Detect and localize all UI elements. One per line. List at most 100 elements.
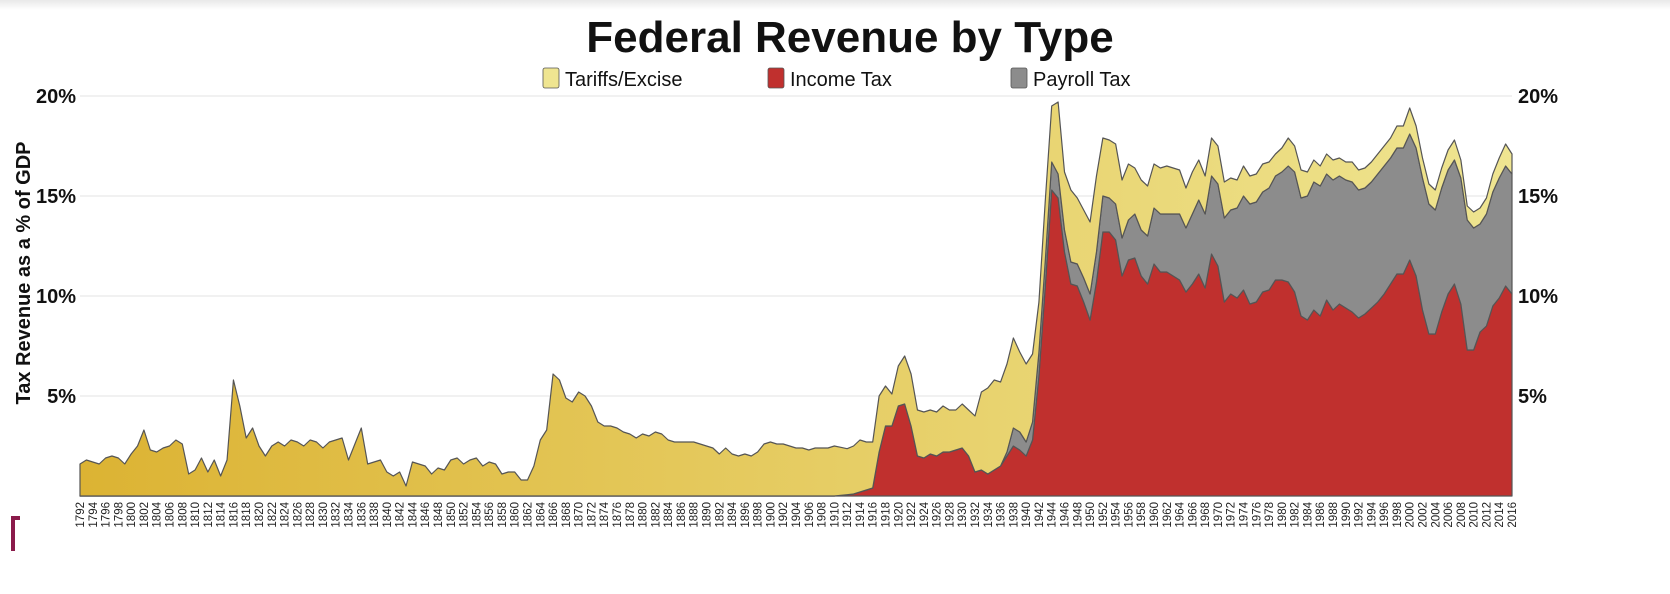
x-tick-1940: 1940 bbox=[1021, 502, 1033, 528]
x-tick-1998: 1998 bbox=[1392, 502, 1404, 528]
chart-title: Federal Revenue by Type bbox=[586, 13, 1113, 62]
x-tick-1922: 1922 bbox=[906, 502, 918, 528]
x-tick-1878: 1878 bbox=[625, 502, 637, 528]
x-tick-1942: 1942 bbox=[1034, 502, 1046, 528]
x-tick-1944: 1944 bbox=[1047, 501, 1059, 527]
x-tick-1810: 1810 bbox=[190, 502, 202, 528]
x-tick-1892: 1892 bbox=[714, 502, 726, 528]
x-tick-2002: 2002 bbox=[1418, 502, 1430, 528]
x-tick-2008: 2008 bbox=[1456, 502, 1468, 528]
y-axis-label: Tax Revenue as a % of GDP bbox=[13, 141, 35, 404]
x-tick-1932: 1932 bbox=[970, 502, 982, 528]
x-tick-2014: 2014 bbox=[1494, 501, 1506, 527]
x-tick-1850: 1850 bbox=[446, 502, 458, 528]
legend-label-payroll-tax: Payroll Tax bbox=[1033, 69, 1130, 91]
x-tick-1856: 1856 bbox=[484, 502, 496, 528]
x-tick-1846: 1846 bbox=[420, 502, 432, 528]
x-tick-1832: 1832 bbox=[331, 502, 343, 528]
x-tick-1840: 1840 bbox=[382, 502, 394, 528]
x-tick-1984: 1984 bbox=[1302, 501, 1314, 527]
x-tick-1902: 1902 bbox=[778, 502, 790, 528]
x-tick-1970: 1970 bbox=[1213, 502, 1225, 528]
x-tick-1994: 1994 bbox=[1366, 501, 1378, 527]
x-tick-1854: 1854 bbox=[471, 501, 483, 527]
x-tick-1826: 1826 bbox=[292, 502, 304, 528]
x-tick-1966: 1966 bbox=[1187, 502, 1199, 528]
x-tick-1834: 1834 bbox=[344, 501, 356, 527]
x-tick-1972: 1972 bbox=[1226, 502, 1238, 528]
x-tick-1880: 1880 bbox=[638, 502, 650, 528]
legend-label-income-tax: Income Tax bbox=[790, 69, 892, 91]
x-tick-1872: 1872 bbox=[586, 502, 598, 528]
x-tick-1906: 1906 bbox=[804, 502, 816, 528]
x-tick-1816: 1816 bbox=[228, 502, 240, 528]
x-tick-1976: 1976 bbox=[1251, 502, 1263, 528]
x-tick-1958: 1958 bbox=[1136, 502, 1148, 528]
x-tick-1914: 1914 bbox=[855, 501, 867, 527]
y-tick-right-15: 15% bbox=[1518, 186, 1558, 208]
x-tick-1968: 1968 bbox=[1200, 502, 1212, 528]
x-tick-1950: 1950 bbox=[1085, 502, 1097, 528]
y-tick-right-20: 20% bbox=[1518, 86, 1558, 108]
x-tick-1952: 1952 bbox=[1098, 502, 1110, 528]
chart-legend: Tariffs/Excise Income Tax Payroll Tax bbox=[542, 67, 1130, 91]
x-tick-1962: 1962 bbox=[1162, 502, 1174, 528]
top-shadow-strip bbox=[0, 0, 1670, 10]
x-tick-1934: 1934 bbox=[983, 501, 995, 527]
x-tick-1990: 1990 bbox=[1341, 502, 1353, 528]
x-tick-1858: 1858 bbox=[497, 502, 509, 528]
x-tick-1928: 1928 bbox=[944, 502, 956, 528]
y-tick-left-5: 5% bbox=[47, 386, 76, 408]
x-tick-1948: 1948 bbox=[1072, 502, 1084, 528]
y-tick-left-15: 15% bbox=[36, 186, 76, 208]
x-tick-1882: 1882 bbox=[650, 502, 662, 528]
x-tick-1814: 1814 bbox=[216, 501, 228, 527]
y-axis-right-ticks: 5% 10% 15% 20% bbox=[1518, 86, 1558, 408]
x-tick-1930: 1930 bbox=[957, 502, 969, 528]
x-tick-1954: 1954 bbox=[1111, 501, 1123, 527]
x-tick-1992: 1992 bbox=[1354, 502, 1366, 528]
y-tick-right-5: 5% bbox=[1518, 386, 1547, 408]
x-tick-1908: 1908 bbox=[817, 502, 829, 528]
x-tick-1890: 1890 bbox=[702, 502, 714, 528]
x-tick-1798: 1798 bbox=[113, 502, 125, 528]
x-tick-1978: 1978 bbox=[1264, 502, 1276, 528]
x-tick-1884: 1884 bbox=[663, 501, 675, 527]
x-tick-1862: 1862 bbox=[523, 502, 535, 528]
x-tick-1960: 1960 bbox=[1149, 502, 1161, 528]
x-tick-1982: 1982 bbox=[1290, 502, 1302, 528]
y-axis-left-ticks: 5% 10% 15% 20% bbox=[36, 86, 76, 408]
x-tick-1926: 1926 bbox=[932, 502, 944, 528]
legend-swatch-tariffs-excise bbox=[542, 67, 560, 89]
x-tick-1868: 1868 bbox=[561, 502, 573, 528]
x-tick-1964: 1964 bbox=[1175, 501, 1187, 527]
x-tick-1818: 1818 bbox=[241, 502, 253, 528]
x-tick-1920: 1920 bbox=[893, 502, 905, 528]
x-tick-1898: 1898 bbox=[753, 502, 765, 528]
x-tick-1924: 1924 bbox=[919, 501, 931, 527]
x-tick-2004: 2004 bbox=[1430, 501, 1442, 527]
x-tick-2006: 2006 bbox=[1443, 502, 1455, 528]
x-tick-1956: 1956 bbox=[1123, 502, 1135, 528]
x-tick-1800: 1800 bbox=[126, 502, 138, 528]
x-tick-1870: 1870 bbox=[574, 502, 586, 528]
x-tick-1830: 1830 bbox=[318, 502, 330, 528]
y-tick-left-20: 20% bbox=[36, 86, 76, 108]
x-tick-1912: 1912 bbox=[842, 502, 854, 528]
x-tick-1986: 1986 bbox=[1315, 502, 1327, 528]
x-tick-1936: 1936 bbox=[996, 502, 1008, 528]
x-tick-1796: 1796 bbox=[101, 502, 113, 528]
legend-swatch-payroll-tax bbox=[1010, 67, 1028, 89]
x-tick-1804: 1804 bbox=[152, 501, 164, 527]
x-tick-1874: 1874 bbox=[599, 501, 611, 527]
x-tick-1808: 1808 bbox=[177, 502, 189, 528]
x-tick-1822: 1822 bbox=[267, 502, 279, 528]
x-tick-2016: 2016 bbox=[1507, 502, 1519, 528]
corner-bracket-mark bbox=[11, 515, 21, 551]
x-tick-1844: 1844 bbox=[407, 501, 419, 527]
x-tick-1876: 1876 bbox=[612, 502, 624, 528]
x-tick-1900: 1900 bbox=[765, 502, 777, 528]
y-tick-left-10: 10% bbox=[36, 286, 76, 308]
area-tariffs-excise bbox=[79, 101, 1513, 497]
